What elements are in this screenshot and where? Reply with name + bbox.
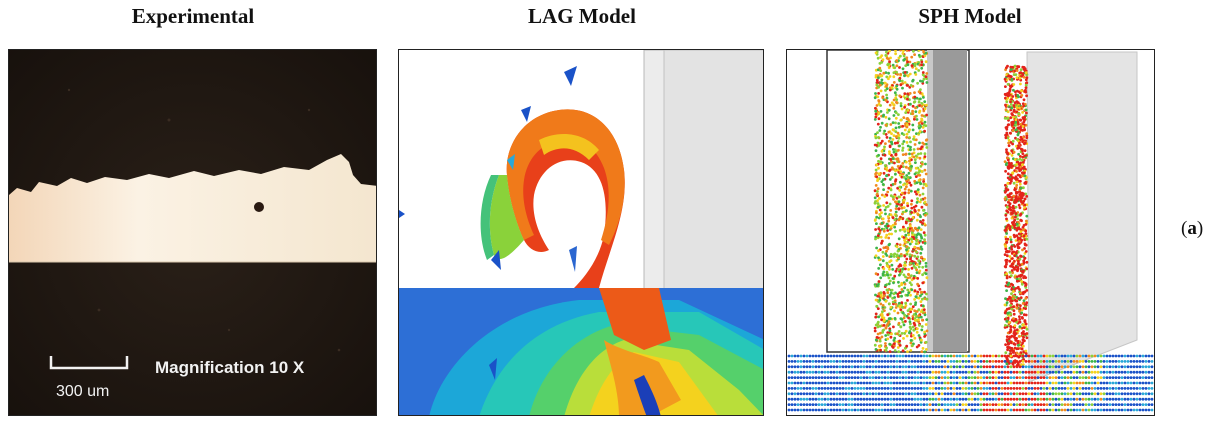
sph-model-simulation (786, 49, 1155, 416)
lag-model-title: LAG Model (528, 4, 636, 28)
lag-tool (643, 50, 665, 291)
lag-debris (564, 66, 577, 86)
magnification-label: Magnification 10 X (155, 358, 305, 377)
lag-model-simulation (398, 49, 764, 416)
experimental-micrograph: 300 um Magnification 10 X (8, 49, 377, 416)
sph-tool (1026, 51, 1138, 383)
micrograph-image (9, 50, 376, 415)
sph-inset-tool (927, 50, 967, 352)
sph-particles (787, 50, 1154, 412)
subfigure-letter: a (1187, 218, 1197, 239)
subfigure-label: (a) (1181, 218, 1204, 239)
lag-chip (506, 109, 625, 288)
scale-bar (49, 356, 129, 370)
lag-contour-image (399, 50, 763, 415)
sph-particle-image (787, 50, 1154, 415)
sph-model-title: SPH Model (918, 4, 1022, 28)
experimental-title: Experimental (131, 4, 255, 28)
scale-bar-label: 300 um (56, 383, 110, 400)
chip-profile (9, 154, 376, 262)
